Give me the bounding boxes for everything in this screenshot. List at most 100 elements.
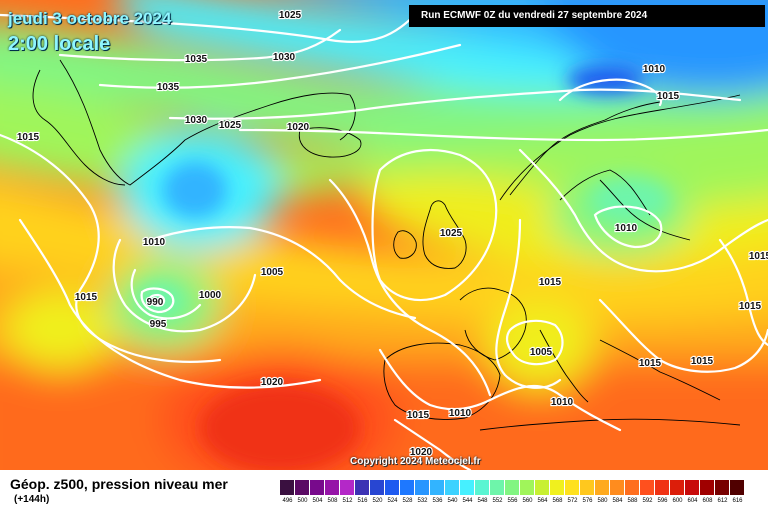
color-swatch [310, 480, 325, 495]
scale-tick-label: 576 [582, 498, 593, 504]
isobar-line [112, 238, 257, 333]
isobar-label: 1030 [273, 52, 296, 63]
uk-coast [422, 200, 467, 269]
color-swatch [415, 480, 430, 495]
weather-map: 1025 1035 1030 1035 1030 1025 1020 1015 1010 1015… [0, 0, 768, 470]
scale-tick-label: 596 [657, 498, 668, 504]
isobar-label: 1010 [449, 408, 472, 419]
copyright-notice: Copyright 2024 Meteociel.fr [350, 456, 481, 467]
color-swatch [520, 480, 535, 495]
scale-tick-label: 556 [507, 498, 518, 504]
isobar-line [598, 298, 768, 373]
isobar-label: 1015 [75, 292, 98, 303]
legend-subtitle: (+144h) [14, 494, 50, 505]
scale-tick-label: 584 [612, 498, 623, 504]
isobar-label: 1010 [551, 397, 574, 408]
scale-tick-label: 564 [537, 498, 548, 504]
isobar-label: 990 [147, 297, 164, 308]
isobar-label: 1020 [261, 377, 284, 388]
isobar-label: 1015 [739, 301, 762, 312]
color-scale-labels: 496 500 504 508 512 516 520 524 528 532 536 540 544 5… [280, 498, 745, 504]
ireland-coast [393, 230, 417, 259]
isobar-line [328, 178, 492, 397]
legend-bar: Géop. z500, pression niveau mer (+144h) … [0, 470, 768, 512]
scale-tick-label: 512 [342, 498, 353, 504]
isobar-label: 1000 [199, 290, 222, 301]
scale-tick-label: 532 [417, 498, 428, 504]
isobar-label: 1015 [657, 91, 680, 102]
color-swatch [595, 480, 610, 495]
isobar-label: 1010 [643, 64, 666, 75]
isobar-label: 1025 [219, 120, 242, 131]
isobar-label: 1035 [157, 82, 180, 93]
color-swatch [580, 480, 595, 495]
isobar-line [98, 43, 462, 89]
isobar-label: 1015 [749, 251, 768, 262]
color-swatch [715, 480, 730, 495]
color-swatch [565, 480, 580, 495]
isobar-line [18, 218, 322, 389]
color-swatch [370, 480, 385, 495]
color-swatch [625, 480, 640, 495]
color-swatch [460, 480, 475, 495]
color-swatch [385, 480, 400, 495]
scale-tick-label: 548 [477, 498, 488, 504]
legend-title: Géop. z500, pression niveau mer [10, 476, 228, 492]
isobar-label: 1010 [143, 237, 166, 248]
color-swatch [535, 480, 550, 495]
color-swatch [430, 480, 445, 495]
isobar-line [558, 78, 663, 107]
balkans-coast [599, 339, 721, 401]
isobar-line [0, 133, 222, 363]
forecast-time: 2:00 locale [8, 33, 111, 55]
isobar-label: 1005 [530, 347, 553, 358]
scale-tick-label: 616 [732, 498, 743, 504]
scale-tick-label: 568 [552, 498, 563, 504]
color-swatch [490, 480, 505, 495]
model-run-banner: Run ECMWF 0Z du vendredi 27 septembre 20… [409, 5, 765, 27]
isobar-label: 1020 [410, 447, 433, 458]
scale-tick-label: 516 [357, 498, 368, 504]
scale-tick-label: 528 [402, 498, 413, 504]
scale-tick-label: 608 [702, 498, 713, 504]
scale-tick-label: 508 [327, 498, 338, 504]
color-swatch [475, 480, 490, 495]
scale-tick-label: 604 [687, 498, 698, 504]
isobar-label: 1015 [691, 356, 714, 367]
isobar-label: 1010 [615, 223, 638, 234]
isobar-line [378, 348, 622, 432]
scale-tick-label: 560 [522, 498, 533, 504]
color-swatch [640, 480, 655, 495]
greenland-south [32, 69, 126, 186]
isobars [0, 8, 768, 470]
color-swatch [550, 480, 565, 495]
isobar-line [168, 88, 742, 120]
baltic-coast [599, 179, 691, 241]
isobar-label: 1030 [185, 115, 208, 126]
scale-tick-label: 500 [297, 498, 308, 504]
color-swatch [655, 480, 670, 495]
isobar-label: 1035 [185, 54, 208, 65]
color-swatch [670, 480, 685, 495]
forecast-date: jeudi 3 octobre 2024 [8, 9, 172, 28]
isobar-line [238, 128, 768, 142]
scale-tick-label: 600 [672, 498, 683, 504]
isobar-line [371, 148, 498, 302]
scale-tick-label: 572 [567, 498, 578, 504]
scale-tick-label: 496 [282, 498, 293, 504]
color-swatch [685, 480, 700, 495]
isobar-line [140, 287, 175, 314]
color-scale [280, 480, 745, 495]
color-swatch [325, 480, 340, 495]
isobar-line [148, 293, 166, 307]
color-swatch [280, 480, 295, 495]
isobar-label: 1005 [261, 267, 284, 278]
scale-tick-label: 540 [447, 498, 458, 504]
isobar-line [518, 148, 768, 273]
isobar-line [718, 238, 768, 347]
isobar-line [495, 218, 562, 389]
scale-tick-label: 580 [597, 498, 608, 504]
scale-tick-label: 520 [372, 498, 383, 504]
color-swatch [730, 480, 745, 495]
isobar-line [0, 8, 422, 44]
